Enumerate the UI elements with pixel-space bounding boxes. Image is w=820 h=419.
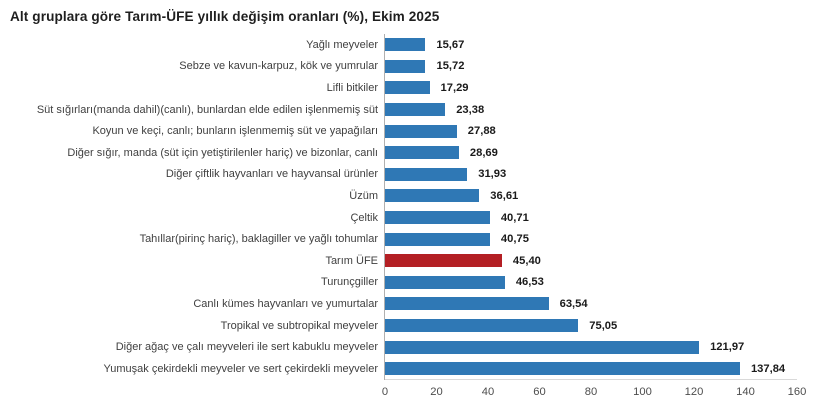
bar-track: 45,40 xyxy=(384,249,797,272)
bar xyxy=(385,211,490,225)
value-label: 15,67 xyxy=(436,38,465,51)
category-label: Yağlı meyveler xyxy=(306,38,378,51)
bar xyxy=(385,124,457,138)
x-axis-tick: 40 xyxy=(481,385,495,398)
bar xyxy=(385,319,579,333)
bar xyxy=(385,103,446,117)
bar-track: 28,69 xyxy=(384,141,797,164)
bar-track: 27,88 xyxy=(384,120,797,142)
bar xyxy=(385,38,426,52)
bar-track: 31,93 xyxy=(384,163,797,186)
value-label: 27,88 xyxy=(467,125,496,138)
category-label: Sebze ve kavun-karpuz, kök ve yumrular xyxy=(179,60,378,73)
category-label: Lifli bitkiler xyxy=(326,81,378,94)
bar-track: 121,97 xyxy=(384,336,797,358)
bar-row: Diğer çiftlik hayvanları ve hayvansal ür… xyxy=(0,163,820,186)
value-label: 36,61 xyxy=(490,189,519,202)
value-label: 28,69 xyxy=(469,146,498,159)
category-label: Tropikal ve subtropikal meyveler xyxy=(220,319,378,332)
category-label: Süt sığırları(manda dahil)(canlı), bunla… xyxy=(36,103,378,116)
bar xyxy=(385,167,468,181)
category-label: Tarım ÜFE xyxy=(325,254,378,267)
x-axis-tick: 100 xyxy=(633,385,652,398)
bar xyxy=(385,146,459,160)
bar-track: 46,53 xyxy=(384,271,797,294)
bar-track: 137,84 xyxy=(384,357,797,380)
category-label: Canlı kümes hayvanları ve yumurtalar xyxy=(193,297,378,310)
bar-track: 15,67 xyxy=(384,34,797,56)
category-label: Diğer sığır, manda (süt için yetiştirile… xyxy=(67,146,378,159)
category-label: Diğer çiftlik hayvanları ve hayvansal ür… xyxy=(165,168,378,181)
x-axis: 0 20 40 60 80 100 120 140 160 xyxy=(381,380,806,404)
category-label: Koyun ve keçi, canlı; bunların işlenmemi… xyxy=(92,125,378,138)
x-axis-tick: 140 xyxy=(736,385,755,398)
category-label: Yumuşak çekirdekli meyveler ve sert çeki… xyxy=(103,362,378,375)
value-label: 45,40 xyxy=(512,254,541,267)
category-label: Tahıllar(pirinç hariç), baklagiller ve y… xyxy=(139,233,378,246)
x-axis-tick: 120 xyxy=(684,385,704,398)
bar-row: Sebze ve kavun-karpuz, kök ve yumrular 15… xyxy=(0,55,820,78)
bar-row: Tahıllar(pirinç hariç), baklagiller ve y… xyxy=(0,228,820,250)
category-label: Diğer ağaç ve çalı meyveleri ile sert ka… xyxy=(115,341,378,354)
bar-row: Turunçgiller 46,53 xyxy=(0,271,820,294)
x-axis-tick: 20 xyxy=(430,385,443,398)
bar-row: Tropikal ve subtropikal meyveler 75,05 xyxy=(0,314,820,337)
bar-row: Koyun ve keçi, canlı; bunların işlenmemi… xyxy=(0,120,820,142)
bar-row: Diğer sığır, manda (süt için yetiştirile… xyxy=(0,141,820,164)
bar-row: Lifli bitkiler 17,29 xyxy=(0,77,820,99)
category-label: Çeltik xyxy=(350,211,378,224)
value-label: 31,93 xyxy=(478,168,507,181)
bar-row: Yumuşak çekirdekli meyveler ve sert çeki… xyxy=(0,357,820,380)
bar-track: 15,72 xyxy=(384,55,797,78)
bar-track: 17,29 xyxy=(384,77,797,99)
bar-row: Süt sığırları(manda dahil)(canlı), bunla… xyxy=(0,98,820,121)
bar-row: Tarım ÜFE 45,40 xyxy=(0,249,820,272)
bar-track: 36,61 xyxy=(384,185,797,207)
bar xyxy=(385,189,480,203)
bar-row: Çeltik 40,71 xyxy=(0,206,820,229)
bar-row: Yağlı meyveler 15,67 xyxy=(0,34,820,56)
value-label: 46,53 xyxy=(515,276,544,289)
bar xyxy=(385,81,430,95)
bar-rows: Yağlı meyveler 15,67 Sebze ve kavun-karpuz… xyxy=(0,34,820,380)
value-label: 75,05 xyxy=(589,319,618,332)
value-label: 63,54 xyxy=(559,297,588,310)
value-label: 121,97 xyxy=(710,341,745,354)
value-label: 17,29 xyxy=(440,81,469,94)
x-axis-tick: 60 xyxy=(533,385,546,398)
value-label: 23,38 xyxy=(456,103,485,116)
value-label: 40,75 xyxy=(500,233,529,246)
x-axis-tick: 0 xyxy=(381,385,389,398)
value-label: 40,71 xyxy=(500,211,529,224)
bar-track: 40,71 xyxy=(384,206,797,229)
category-label: Turunçgiller xyxy=(320,276,378,289)
bar-track: 40,75 xyxy=(384,228,797,250)
bar-track: 63,54 xyxy=(384,293,797,315)
bar xyxy=(385,362,740,376)
bar xyxy=(385,340,700,354)
value-label: 137,84 xyxy=(750,362,786,375)
bar-track: 75,05 xyxy=(384,314,797,337)
x-axis-spacer xyxy=(0,380,385,404)
chart-title: Alt gruplara göre Tarım-ÜFE yıllık değiş… xyxy=(10,9,440,24)
category-label: Üzüm xyxy=(349,189,378,202)
bar-row: Diğer ağaç ve çalı meyveleri ile sert ka… xyxy=(0,336,820,358)
bar-track: 23,38 xyxy=(384,98,797,121)
bar xyxy=(385,59,426,73)
bar-row: Üzüm 36,61 xyxy=(0,185,820,207)
bar xyxy=(385,232,490,246)
bar xyxy=(385,275,505,289)
x-axis-tick: 80 xyxy=(584,385,598,398)
x-axis-tick: 160 xyxy=(787,385,807,398)
x-axis-row: 0 20 40 60 80 100 120 140 160 xyxy=(0,380,820,404)
value-label: 15,72 xyxy=(436,60,465,73)
bar-row: Canlı kümes hayvanları ve yumurtalar 63,5… xyxy=(0,293,820,315)
highlight-bar xyxy=(385,254,502,268)
bar xyxy=(385,297,549,311)
